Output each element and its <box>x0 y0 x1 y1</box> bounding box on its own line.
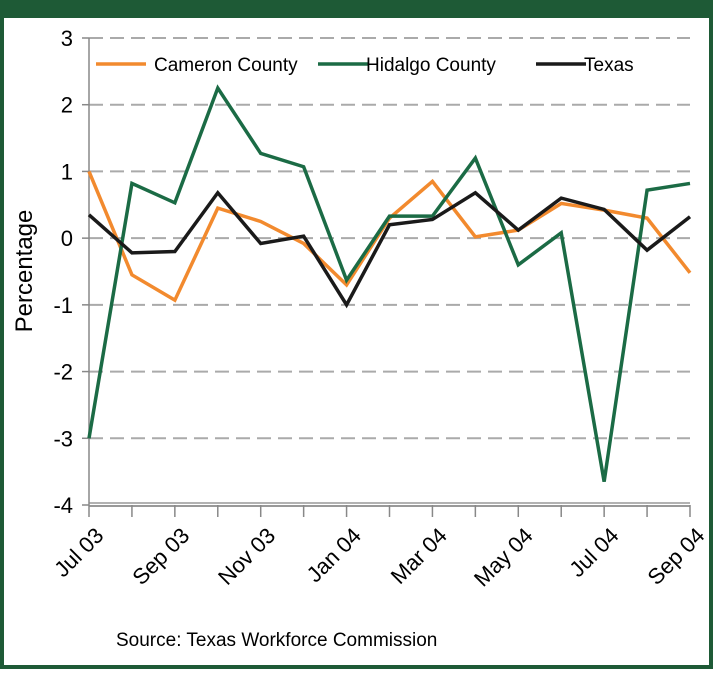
y-axis-label: Percentage <box>11 210 38 333</box>
y-tick-label: 2 <box>61 93 73 118</box>
y-tick-label: 1 <box>61 159 73 184</box>
legend-label: Hidalgo County <box>366 55 496 76</box>
y-tick-label: -2 <box>53 360 73 385</box>
header-band <box>0 0 713 18</box>
source: Source: Texas Workforce Commission <box>116 630 437 651</box>
y-tick-label: 0 <box>61 226 73 251</box>
legend-label: Cameron County <box>154 55 298 76</box>
series-line <box>87 189 692 309</box>
y-tick-label: 3 <box>61 26 73 51</box>
series-line <box>87 84 691 482</box>
legend-label: Texas <box>584 55 634 76</box>
y-tick-label: -3 <box>53 426 73 451</box>
y-tick-label: -1 <box>53 293 73 318</box>
y-tick-label: -4 <box>53 493 73 518</box>
